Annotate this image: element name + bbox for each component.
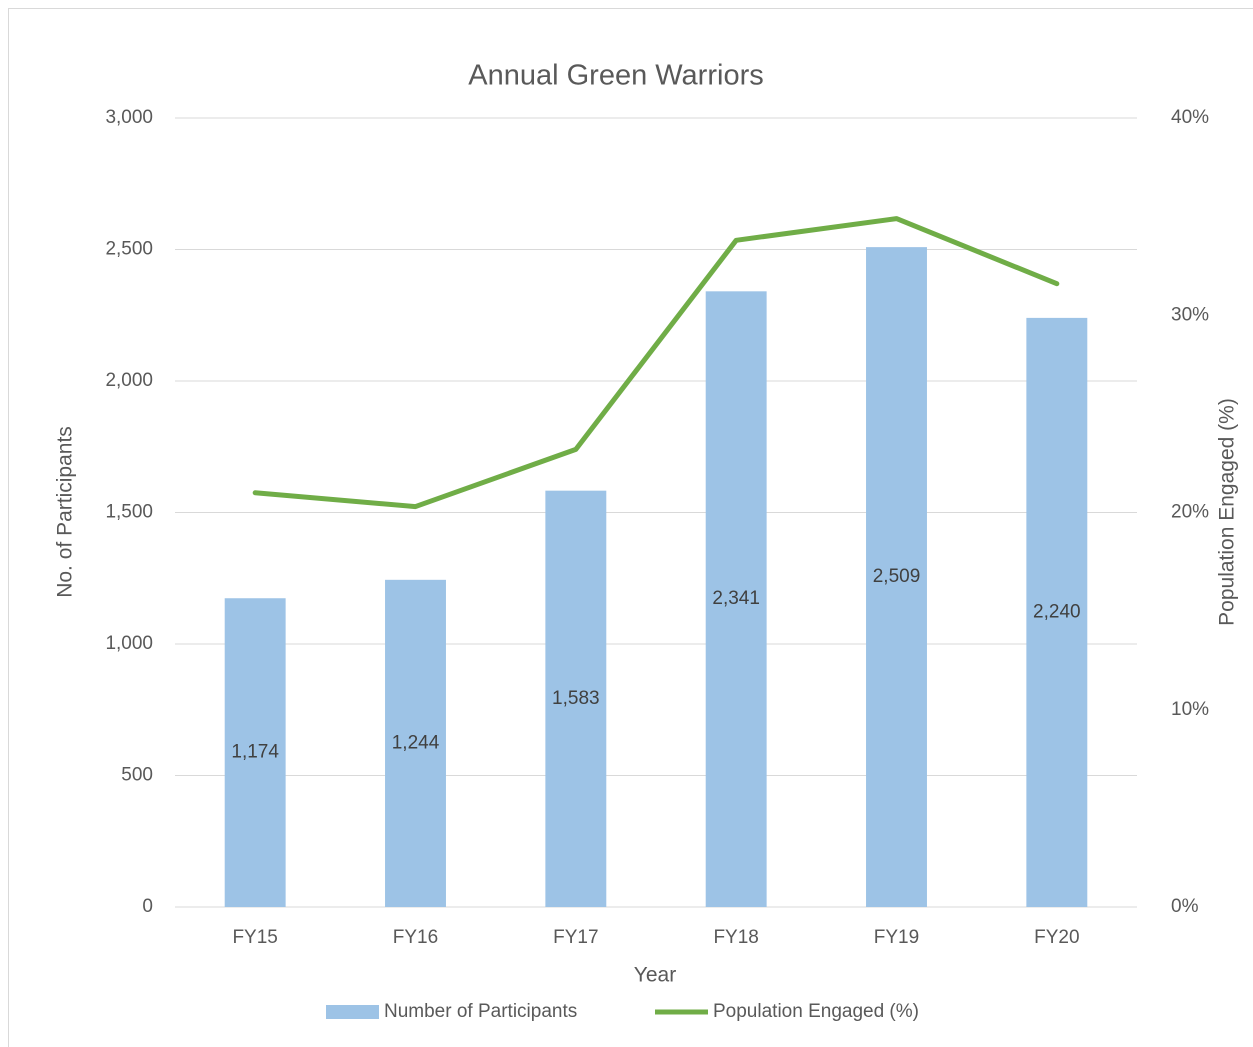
chart-title: Annual Green Warriors (468, 60, 763, 92)
y-axis-title: No. of Participants (54, 426, 77, 598)
data-label: 2,509 (873, 566, 921, 587)
y2-tick-label: 40% (1171, 107, 1209, 128)
bar (866, 247, 927, 907)
legend-label: Population Engaged (%) (713, 1001, 919, 1022)
y-tick-label: 3,000 (105, 107, 153, 128)
y2-tick-label: 20% (1171, 502, 1209, 523)
y-tick-label: 500 (121, 765, 153, 786)
data-label: 1,244 (392, 732, 440, 753)
y-tick-label: 2,500 (105, 239, 153, 260)
bar (705, 291, 767, 907)
x-tick-label: FY18 (713, 927, 758, 948)
x-tick-label: FY16 (393, 927, 438, 948)
data-label: 2,240 (1033, 601, 1081, 622)
bar (545, 490, 607, 907)
y-tick-label: 1,500 (105, 502, 153, 523)
y2-tick-label: 0% (1171, 896, 1199, 917)
bar (385, 579, 446, 907)
legend-label: Number of Participants (384, 1001, 577, 1022)
x-tick-label: FY17 (553, 927, 598, 948)
bar (1026, 317, 1088, 907)
y2-tick-label: 30% (1171, 304, 1209, 325)
x-axis-title: Year (634, 964, 676, 987)
y2-axis-title: Population Engaged (%) (1216, 398, 1239, 626)
legend-swatch (326, 1005, 379, 1019)
data-label: 1,174 (231, 742, 279, 763)
data-label: 2,341 (712, 588, 760, 609)
x-tick-label: FY19 (874, 927, 919, 948)
y-tick-label: 1,000 (105, 633, 153, 654)
y-tick-label: 2,000 (105, 370, 153, 391)
x-tick-label: FY15 (232, 927, 277, 948)
data-label: 1,583 (552, 688, 600, 709)
line (252, 216, 1060, 510)
y2-tick-label: 10% (1171, 699, 1209, 720)
y-tick-label: 0 (142, 896, 153, 917)
bar (224, 598, 286, 907)
x-tick-label: FY20 (1034, 927, 1079, 948)
